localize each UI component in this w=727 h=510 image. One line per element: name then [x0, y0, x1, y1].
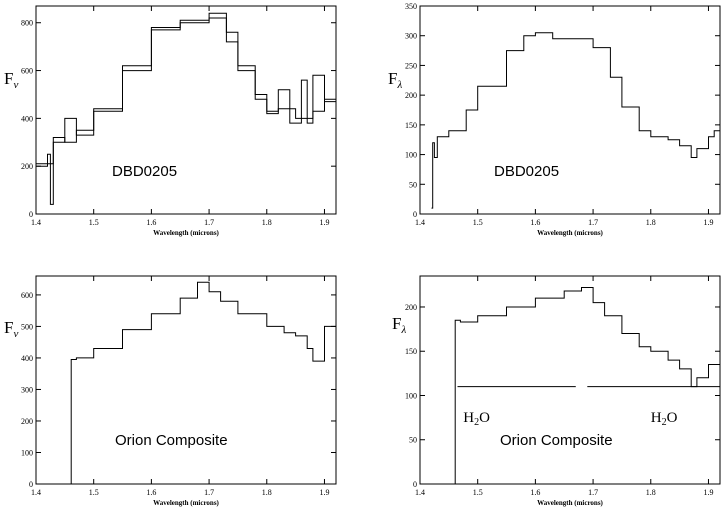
panel-2-x-tick-label: 1.6 [530, 218, 540, 227]
panel-1-y-tick-label: 800 [21, 19, 33, 28]
panel-1-x-tick-label: 1.8 [262, 218, 272, 227]
panel-4-x-tick-label: 1.7 [588, 488, 598, 497]
panel-2-y-tick-label: 100 [405, 151, 417, 160]
panel-2-y-tick-label: 200 [405, 91, 417, 100]
panel-2-y-axis-label: Fλ [388, 69, 402, 91]
panel-1-y-tick-label: 200 [21, 162, 33, 171]
panel-1: 1.4 1.5 1.6 1.7 1.8 1.9 0 200 400 600 800 Wavelengt… [4, 5, 337, 237]
panel-1-x-tick-label: 1.5 [89, 218, 99, 227]
panel-2-x-tick-label: 1.7 [588, 218, 598, 227]
panel-4-x-axis-label: Wavelength (microns) [537, 499, 603, 507]
panel-4-x-tick-label: 1.4 [415, 488, 425, 497]
panel-2-x-tick-label: 1.9 [703, 218, 713, 227]
panel-4-x-tick-label: 1.6 [530, 488, 540, 497]
panel-1-panel-label: DBD0205 [112, 163, 177, 180]
panel-4-x-tick-label: 1.8 [646, 488, 656, 497]
panel-1-y-tick-label: 0 [29, 210, 33, 219]
panel-4-y-tick-label: 0 [413, 480, 417, 489]
panel-2-y-tick-label: 150 [405, 121, 417, 130]
panel-3-y-tick-label: 200 [21, 417, 33, 426]
panel-3-y-tick-label: 300 [21, 385, 33, 394]
panel-3-y-tick-label: 500 [21, 322, 33, 331]
panel-4-y-tick-label: 50 [409, 436, 417, 445]
panel-2: 1.4 1.5 1.6 1.7 1.8 1.9 0 50 100 150 200 250 300 350 W… [388, 2, 721, 237]
panel-1-y-tick-label: 600 [21, 67, 33, 76]
panel-2-y-tick-label: 50 [409, 180, 417, 189]
panel-4-h2o-label-2: H2O [651, 410, 678, 428]
panel-4-y-axis-label: Fλ [392, 314, 406, 336]
panel-4-x-tick-label: 1.9 [703, 488, 713, 497]
panel-3-plot-frame [35, 275, 337, 485]
panel-3-series-1-line [70, 281, 336, 484]
panel-1-series-1-line [36, 12, 336, 205]
panel-3-x-tick-label: 1.8 [262, 488, 272, 497]
panel-2-y-tick-label: 300 [405, 32, 417, 41]
panel-4-panel-label: Orion Composite [500, 432, 613, 449]
panel-3: 1.4 1.5 1.6 1.7 1.8 1.9 0 100 200 300 400 500 600 Wav… [4, 275, 337, 507]
panel-2-x-tick-label: 1.5 [473, 218, 483, 227]
panel-4-y-tick-label: 150 [405, 347, 417, 356]
panel-4-y-tick-label: 100 [405, 391, 417, 400]
panel-1-y-axis-label: Fν [4, 69, 18, 91]
panel-2-y-tick-label: 350 [405, 2, 417, 11]
panel-4-h2o-label-1: H2O [463, 410, 490, 428]
panel-4: 1.4 1.5 1.6 1.7 1.8 1.9 0 50 100 150 200 Wavelength… [392, 275, 721, 507]
panel-2-x-tick-label: 1.8 [646, 218, 656, 227]
panel-4-y-tick-label: 200 [405, 303, 417, 312]
panel-1-x-axis-label: Wavelength (microns) [153, 229, 219, 237]
panel-1-series-2-line [36, 17, 336, 165]
panel-2-y-tick-label: 0 [413, 210, 417, 219]
panel-1-x-tick-label: 1.4 [31, 218, 41, 227]
panel-4-series-1-line [454, 287, 720, 484]
panel-3-x-tick-label: 1.7 [204, 488, 214, 497]
panel-3-y-axis-label: Fν [4, 318, 18, 340]
panel-2-x-tick-label: 1.4 [415, 218, 425, 227]
panel-3-x-tick-label: 1.6 [146, 488, 156, 497]
panel-3-x-tick-label: 1.4 [31, 488, 41, 497]
panel-3-x-tick-label: 1.9 [319, 488, 329, 497]
panel-1-y-tick-label: 400 [21, 114, 33, 123]
panel-2-panel-label: DBD0205 [494, 163, 559, 180]
panel-3-y-tick-label: 600 [21, 291, 33, 300]
panel-3-x-axis-label: Wavelength (microns) [153, 499, 219, 507]
panel-3-y-tick-label: 400 [21, 354, 33, 363]
panel-4-plot-frame [419, 275, 721, 485]
panel-2-x-axis-label: Wavelength (microns) [537, 229, 603, 237]
panel-1-plot-frame [35, 5, 337, 215]
panel-3-panel-label: Orion Composite [115, 432, 228, 449]
panel-1-x-tick-label: 1.9 [319, 218, 329, 227]
panel-3-x-tick-label: 1.5 [89, 488, 99, 497]
panel-3-y-tick-label: 0 [29, 480, 33, 489]
panel-4-x-tick-label: 1.5 [473, 488, 483, 497]
panel-3-y-tick-label: 100 [21, 448, 33, 457]
panel-2-plot-frame [419, 5, 721, 215]
panel-2-y-tick-label: 250 [405, 61, 417, 70]
panel-1-x-tick-label: 1.6 [146, 218, 156, 227]
panel-2-series-1-line [431, 32, 720, 209]
panel-1-x-tick-label: 1.7 [204, 218, 214, 227]
